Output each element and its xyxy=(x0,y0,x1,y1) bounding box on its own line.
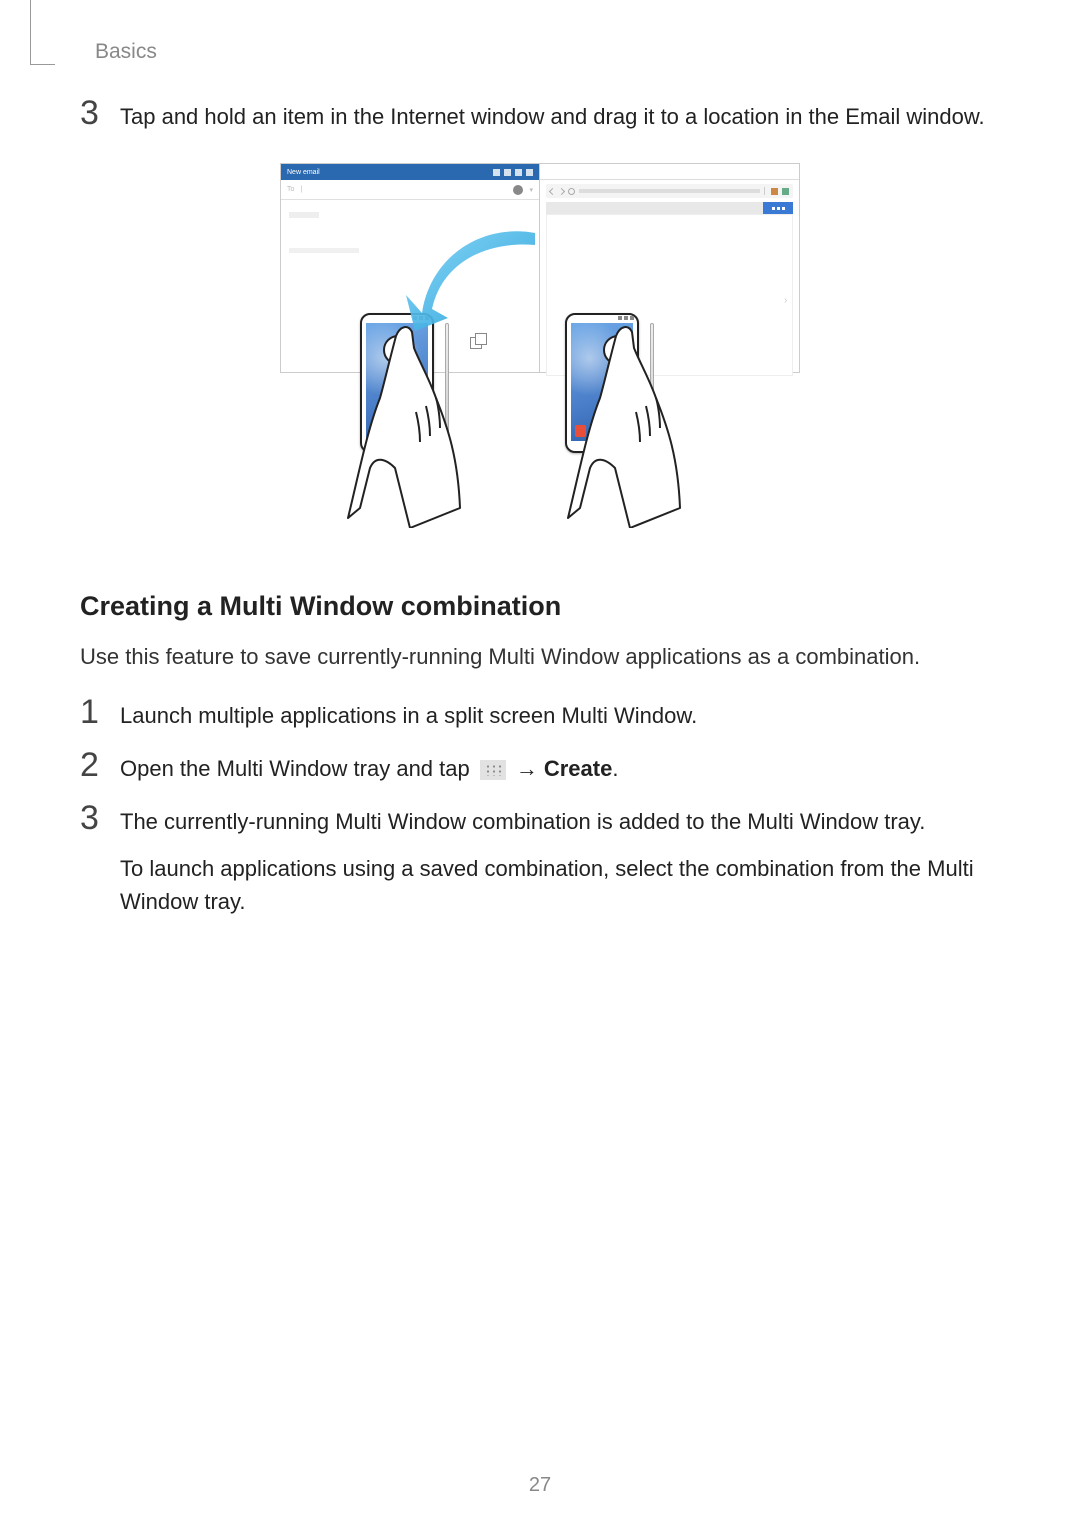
page-number: 27 xyxy=(0,1474,1080,1497)
create-label: Create xyxy=(544,756,612,781)
section-label: Basics xyxy=(95,40,157,64)
email-titlebar: New email xyxy=(281,164,539,180)
page-content: 3 Tap and hold an item in the Internet w… xyxy=(80,100,1000,938)
step2-after: . xyxy=(612,756,618,781)
step-2: 2 Open the Multi Window tray and tap →Cr… xyxy=(80,752,1000,785)
intro-step: 3 Tap and hold an item in the Internet w… xyxy=(80,100,1000,133)
step-text: Open the Multi Window tray and tap →Crea… xyxy=(120,752,1000,785)
header-rule xyxy=(30,0,55,65)
step-1: 1 Launch multiple applications in a spli… xyxy=(80,699,1000,732)
step2-before: Open the Multi Window tray and tap xyxy=(120,756,476,781)
step-number: 3 xyxy=(80,96,120,130)
section-intro: Use this feature to save currently-runni… xyxy=(80,640,1000,673)
drag-illustration: New email To|▾ xyxy=(280,163,800,543)
titlebar-icons xyxy=(493,169,533,176)
browser-url-bar xyxy=(546,184,793,198)
step-text: Tap and hold an item in the Internet win… xyxy=(120,100,1000,133)
step-text: The currently-running Multi Window combi… xyxy=(120,805,1000,918)
step-number: 2 xyxy=(80,748,120,782)
step-number: 3 xyxy=(80,801,120,835)
step3-text1: The currently-running Multi Window combi… xyxy=(120,805,1000,838)
step-3: 3 The currently-running Multi Window com… xyxy=(80,805,1000,918)
tray-edit-icon xyxy=(480,760,506,780)
step3-text2: To launch applications using a saved com… xyxy=(120,852,1000,918)
email-window-title: New email xyxy=(287,169,320,176)
hand-left xyxy=(340,308,480,528)
step-number: 1 xyxy=(80,695,120,729)
arrow-symbol: → xyxy=(516,756,538,781)
section-heading: Creating a Multi Window combination xyxy=(80,591,1000,622)
step-text: Launch multiple applications in a split … xyxy=(120,699,1000,732)
hand-right xyxy=(560,308,700,528)
email-toolbar: To|▾ xyxy=(281,180,539,200)
browser-tab-bar xyxy=(546,202,793,214)
